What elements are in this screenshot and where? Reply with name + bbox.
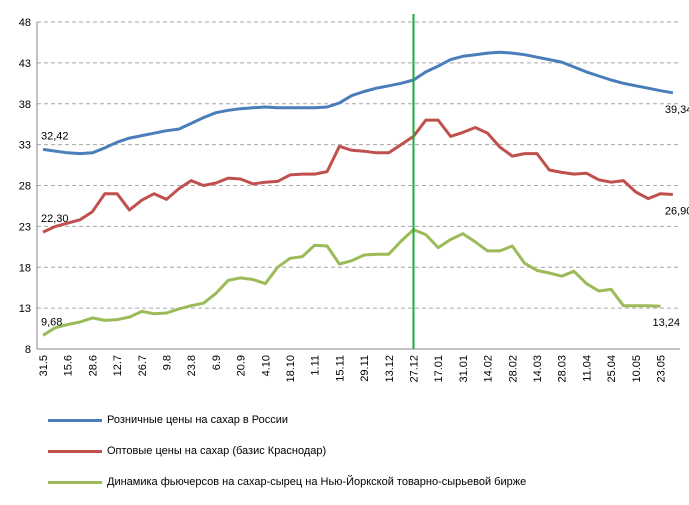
x-tick-label: 9.8 — [162, 355, 174, 370]
y-tick-label: 23 — [19, 221, 31, 233]
x-tick-label: 13.12 — [384, 355, 396, 383]
y-tick-label: 48 — [19, 17, 31, 29]
x-tick-label: 11.04 — [581, 355, 593, 382]
legend-item: Оптовые цены на сахар (базис Краснодар) — [48, 441, 568, 472]
data-label: 26,90 — [665, 205, 689, 217]
x-tick-label: 28.03 — [557, 355, 569, 383]
x-tick-label: 23.05 — [656, 355, 668, 383]
y-tick-label: 28 — [19, 181, 31, 193]
legend-swatch — [48, 481, 102, 484]
y-tick-label: 8 — [25, 344, 31, 356]
legend-swatch — [48, 450, 102, 453]
data-label: 13,24 — [653, 317, 681, 329]
x-tick-label: 15.6 — [63, 355, 75, 376]
series-line — [42, 50, 674, 156]
legend-swatch — [48, 419, 102, 422]
x-tick-label: 28.6 — [87, 355, 99, 376]
y-tick-label: 13 — [19, 303, 31, 315]
legend-item: Динамика фьючерсов на сахар-сырец на Нью… — [48, 472, 568, 503]
x-tick-label: 4.10 — [260, 355, 272, 376]
x-tick-label: 29.11 — [359, 355, 371, 382]
x-tick-label: 26.7 — [137, 355, 149, 376]
x-tick-label: 17.01 — [433, 355, 445, 383]
x-tick-label: 10.05 — [631, 355, 643, 383]
x-tick-label: 14.03 — [532, 355, 544, 383]
x-tick-label: 31.5 — [38, 355, 50, 376]
legend-label: Розничные цены на сахар в России — [107, 414, 289, 426]
x-tick-label: 12.7 — [112, 355, 124, 376]
x-tick-label: 18.10 — [285, 355, 297, 383]
x-tick-label: 15.11 — [334, 355, 346, 382]
series-line — [42, 228, 661, 337]
x-tick-label: 23.8 — [186, 355, 198, 376]
data-label: 32,42 — [41, 130, 69, 142]
data-label: 39,34 — [665, 104, 689, 116]
chart: 8 13 18 23 28 33 38 43 48 31.5 15.6 28.6 12.7 26.7 9.8… — [19, 14, 689, 383]
series-line — [42, 118, 673, 234]
data-label: 9,68 — [41, 316, 62, 328]
x-tick-label: 28.02 — [507, 355, 519, 383]
x-tick-label: 14.02 — [483, 355, 495, 383]
legend-label: Оптовые цены на сахар (базис Краснодар) — [107, 445, 327, 457]
y-tick-label: 43 — [19, 58, 31, 70]
y-tick-label: 38 — [19, 99, 31, 111]
y-tick-label: 33 — [19, 140, 31, 152]
legend: Розничные цены на сахар в России Оптовые … — [48, 410, 568, 503]
x-tick-label: 6.9 — [211, 355, 223, 370]
x-tick-label: 31.01 — [458, 355, 470, 383]
x-tick-label: 1.11 — [310, 355, 322, 376]
legend-label: Динамика фьючерсов на сахар-сырец на Нью… — [107, 476, 527, 488]
x-tick-label: 20.9 — [236, 355, 248, 376]
legend-item: Розничные цены на сахар в России — [48, 410, 568, 441]
data-label: 22,30 — [41, 213, 69, 225]
x-tick-label: 25.04 — [606, 355, 618, 383]
y-tick-label: 18 — [19, 262, 31, 274]
x-tick-label: 27.12 — [409, 355, 421, 383]
